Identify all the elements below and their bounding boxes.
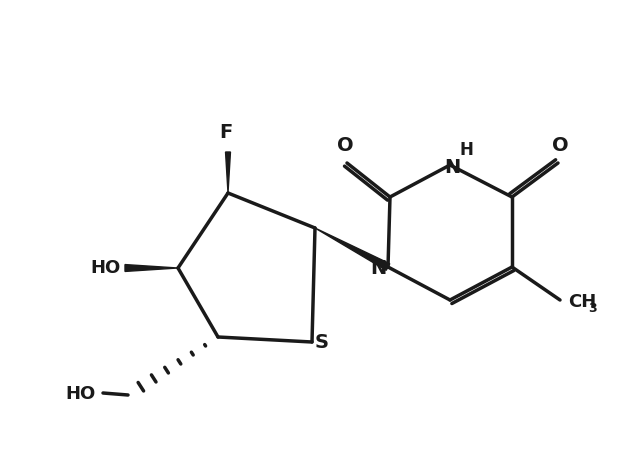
Text: S: S [315, 332, 329, 352]
Text: HO: HO [65, 385, 95, 403]
Polygon shape [315, 228, 390, 270]
Text: H: H [459, 141, 473, 159]
Text: F: F [220, 123, 232, 141]
Polygon shape [225, 152, 230, 193]
Polygon shape [125, 265, 178, 272]
Text: N: N [370, 259, 386, 279]
Text: O: O [337, 135, 353, 155]
Text: O: O [552, 135, 568, 155]
Text: 3: 3 [588, 301, 596, 314]
Text: CH: CH [568, 293, 596, 311]
Text: HO: HO [90, 259, 120, 277]
Text: N: N [444, 157, 460, 177]
